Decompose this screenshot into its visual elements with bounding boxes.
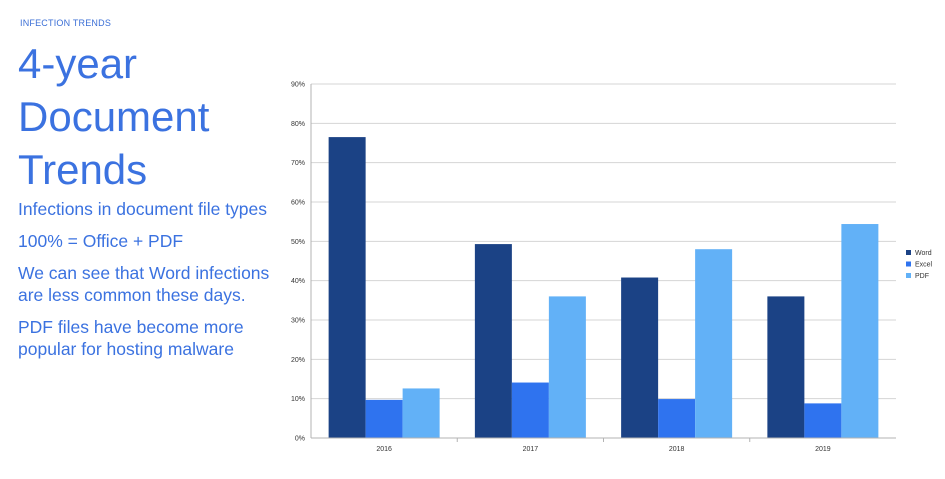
x-tick-label: 2017 [523,446,539,453]
bar-pdf-2017 [548,296,586,438]
bar-word-2018 [621,277,659,438]
bullet-item: We can see that Word infections are less… [18,263,270,305]
bar-excel-2019 [804,403,842,438]
slide-title: 4-year Document Trends [18,40,210,193]
bullet-item: PDF files have become more popular for h… [18,317,244,359]
bar-pdf-2016 [402,388,440,438]
legend-label-pdf: PDF [915,273,929,280]
bar-pdf-2018 [695,249,733,438]
y-tick-label: 0% [295,436,305,443]
y-tick-label: 70% [291,160,305,167]
bar-excel-2018 [658,399,696,438]
x-tick-label: 2016 [376,446,392,453]
bullet-item: 100% = Office + PDF [18,231,184,251]
bar-word-2017 [474,244,512,438]
bullet-item: Infections in document file types [18,199,268,219]
x-tick-label: 2018 [669,446,685,453]
legend-swatch-pdf [906,273,911,278]
y-tick-label: 40% [291,278,305,285]
x-tick-label: 2019 [815,446,831,453]
y-tick-label: 90% [291,82,305,89]
bar-word-2016 [328,137,366,438]
legend-swatch-word [906,250,911,255]
legend-label-excel: Excel [915,262,933,269]
y-tick-label: 10% [291,396,305,403]
bar-excel-2017 [511,382,549,438]
legend-swatch-excel [906,261,911,267]
y-tick-label: 30% [291,318,305,325]
legend-label-word: Word [915,250,932,257]
y-tick-label: 20% [291,357,305,364]
bar-pdf-2019 [841,224,879,438]
bullet-list: Infections in document file types 100% =… [18,198,278,370]
bar-word-2019 [767,296,805,438]
slide-kicker: INFECTION TRENDS [20,18,112,28]
bar-excel-2016 [365,399,403,438]
y-tick-label: 50% [291,239,305,246]
y-tick-label: 60% [291,200,305,207]
y-tick-label: 80% [291,121,305,128]
